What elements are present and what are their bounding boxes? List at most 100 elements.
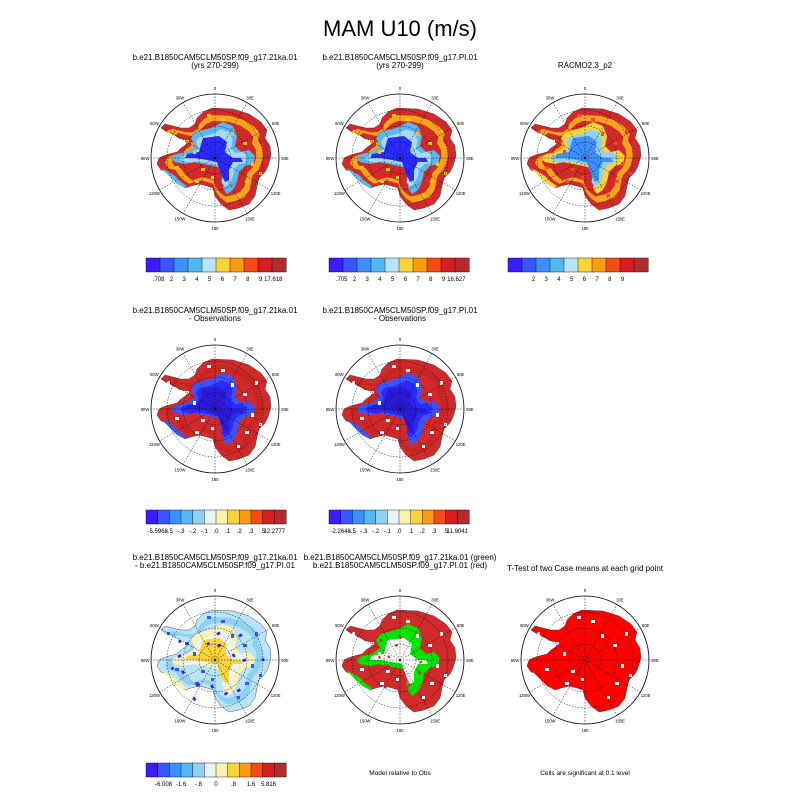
lon-label: 150E xyxy=(430,719,440,724)
map-panel-p3: RACMO2.3_p2 0 30E 60E 90E 120E 150E 180 150W 120W… xyxy=(511,61,659,231)
colorbar-swatch xyxy=(157,509,170,525)
lon-label: 150W xyxy=(360,217,371,222)
colorbar-swatch xyxy=(328,257,344,273)
colorbar-label: -1.6 xyxy=(176,782,187,788)
map-panel-p7: b.e21.B1850CAM5CLM50SP.f09_g17.21ka.01- … xyxy=(133,553,298,733)
lon-label: 60W xyxy=(520,623,529,628)
lon-label: 90W xyxy=(326,156,335,161)
graticule xyxy=(336,345,464,473)
colorbar-label: -5.5968 xyxy=(148,529,169,535)
colorbar-swatch xyxy=(633,257,649,273)
panel-title-line: (yrs 270-299) xyxy=(191,61,239,70)
colorbar-label: -6.008 xyxy=(155,782,173,788)
map-border xyxy=(335,344,465,474)
colorbar-label: -.8 xyxy=(195,782,203,788)
colorbar-p5: -2.2648-.5 -.3 -.2 -.1 .0 .1 .2 .3 .511.9041 xyxy=(328,509,470,535)
lon-label: 0 xyxy=(214,588,217,593)
panel-title-line: - b.e21.B1850CAM5CLM50SP.f09_g17.PI.01 xyxy=(135,561,296,570)
colorbar-swatch xyxy=(145,762,159,778)
colorbar-label: -.3 xyxy=(360,529,368,535)
lon-label: 30W xyxy=(176,95,185,100)
map-panel-p2: b.e21.B1850CAM5CLM50SP.f09_g17.PI.01(yrs… xyxy=(322,53,478,231)
lon-label: 60E xyxy=(457,121,465,126)
colorbar-swatch xyxy=(370,257,386,273)
colorbar-label: 3 xyxy=(366,277,370,283)
lon-label: 120W xyxy=(519,693,530,698)
lon-label: 150E xyxy=(430,217,440,222)
lon-label: 120E xyxy=(641,693,651,698)
panel-title-line: - Observations xyxy=(374,314,426,323)
colorbar-swatch xyxy=(433,509,447,525)
lon-label: 180 xyxy=(212,728,220,733)
lon-label: 30E xyxy=(246,95,254,100)
lon-label: 30W xyxy=(361,346,370,351)
colorbar-swatch xyxy=(145,509,159,525)
lon-label: 120E xyxy=(456,693,466,698)
colorbar-swatch xyxy=(201,257,217,273)
colorbar-swatch xyxy=(412,257,428,273)
panel-title-line: b.e21.B1850CAM5CLM50SP.f09_g17.21ka.01 (… xyxy=(304,553,497,562)
colorbar-swatch xyxy=(180,509,194,525)
colorbar-swatch xyxy=(398,509,412,525)
graticule xyxy=(521,596,649,724)
colorbar-swatch xyxy=(145,257,161,273)
panel-title-line: RACMO2.3_p2 xyxy=(558,61,613,70)
colorbar-swatch xyxy=(173,257,189,273)
colorbar-swatch xyxy=(440,257,456,273)
colorbar-label: 8 xyxy=(246,277,250,283)
map-panel-p1: b.e21.B1850CAM5CLM50SP.f09_g17.21ka.01(y… xyxy=(133,53,298,231)
lon-label: 180 xyxy=(397,477,405,482)
lon-label: 150W xyxy=(175,719,186,724)
lon-label: 60E xyxy=(272,372,280,377)
panel-title-line: b.e21.B1850CAM5CLM50SP.f09_g17.PI.01 (re… xyxy=(313,561,488,570)
lon-label: 180 xyxy=(212,226,220,231)
lon-label: 0 xyxy=(584,588,587,593)
lon-label: 90W xyxy=(141,658,150,663)
colorbar-swatch xyxy=(384,257,400,273)
lon-label: 0 xyxy=(399,337,402,342)
lon-label: 60W xyxy=(150,623,159,628)
lon-label: 120W xyxy=(149,191,160,196)
lon-label: 30E xyxy=(431,346,439,351)
colorbar-label: -.1 xyxy=(384,529,392,535)
lon-label: 150W xyxy=(175,217,186,222)
lon-label: 60W xyxy=(335,121,344,126)
lon-label: 0 xyxy=(584,86,587,91)
colorbar-label: 17.618 xyxy=(264,277,283,283)
colorbar-swatch xyxy=(591,257,607,273)
map-border xyxy=(150,344,280,474)
colorbar-label: .705 xyxy=(336,277,348,283)
lon-label: 60E xyxy=(642,623,650,628)
panel-title-line: - Observations xyxy=(189,314,241,323)
map-panel-p4: b.e21.B1850CAM5CLM50SP.f09_g17.21ka.01- … xyxy=(133,306,298,482)
colorbar-swatch xyxy=(250,509,264,525)
lon-label: 30E xyxy=(431,597,439,602)
colorbar-p4: -5.5968-.5 -.3 -.2 -.1 .0 .1 .2 .3 .512.2777 xyxy=(145,509,287,535)
polar-map: 0 30E 60E 90E 120E 150E 180 150W 120W 90W 60W 30W xyxy=(141,337,289,482)
panel-title-line: b.e21.B1850CAM5CLM50SP.f09_g17.PI.01 xyxy=(322,306,478,315)
colorbar-swatch xyxy=(387,509,400,525)
lon-label: 60E xyxy=(457,623,465,628)
lon-label: 120W xyxy=(519,191,530,196)
lon-label: 150W xyxy=(360,719,371,724)
colorbar-label: 6 xyxy=(583,277,587,283)
lon-label: 90W xyxy=(141,156,150,161)
polar-map: 0 30E 60E 90E 120E 150E 180 150W 120W 90W 60W 30W xyxy=(326,86,474,231)
lon-label: 120E xyxy=(271,191,281,196)
lon-label: 90W xyxy=(326,407,335,412)
lon-label: 60E xyxy=(272,623,280,628)
lon-label: 90E xyxy=(281,658,289,663)
colorbar-swatch xyxy=(262,509,275,525)
lon-label: 120E xyxy=(456,191,466,196)
lon-label: 120E xyxy=(641,191,651,196)
colorbar-label: 3 xyxy=(545,277,549,283)
colorbar-label: 0 xyxy=(214,782,218,788)
colorbar-label: 5 xyxy=(570,277,574,283)
colorbar-label: 16.627 xyxy=(447,277,466,283)
colorbar-swatch xyxy=(215,762,229,778)
colorbar-swatch xyxy=(271,257,287,273)
colorbar-label: .708 xyxy=(153,277,165,283)
colorbar-swatch xyxy=(507,257,523,273)
lon-label: 30E xyxy=(616,597,624,602)
colorbar-swatch xyxy=(257,257,273,273)
